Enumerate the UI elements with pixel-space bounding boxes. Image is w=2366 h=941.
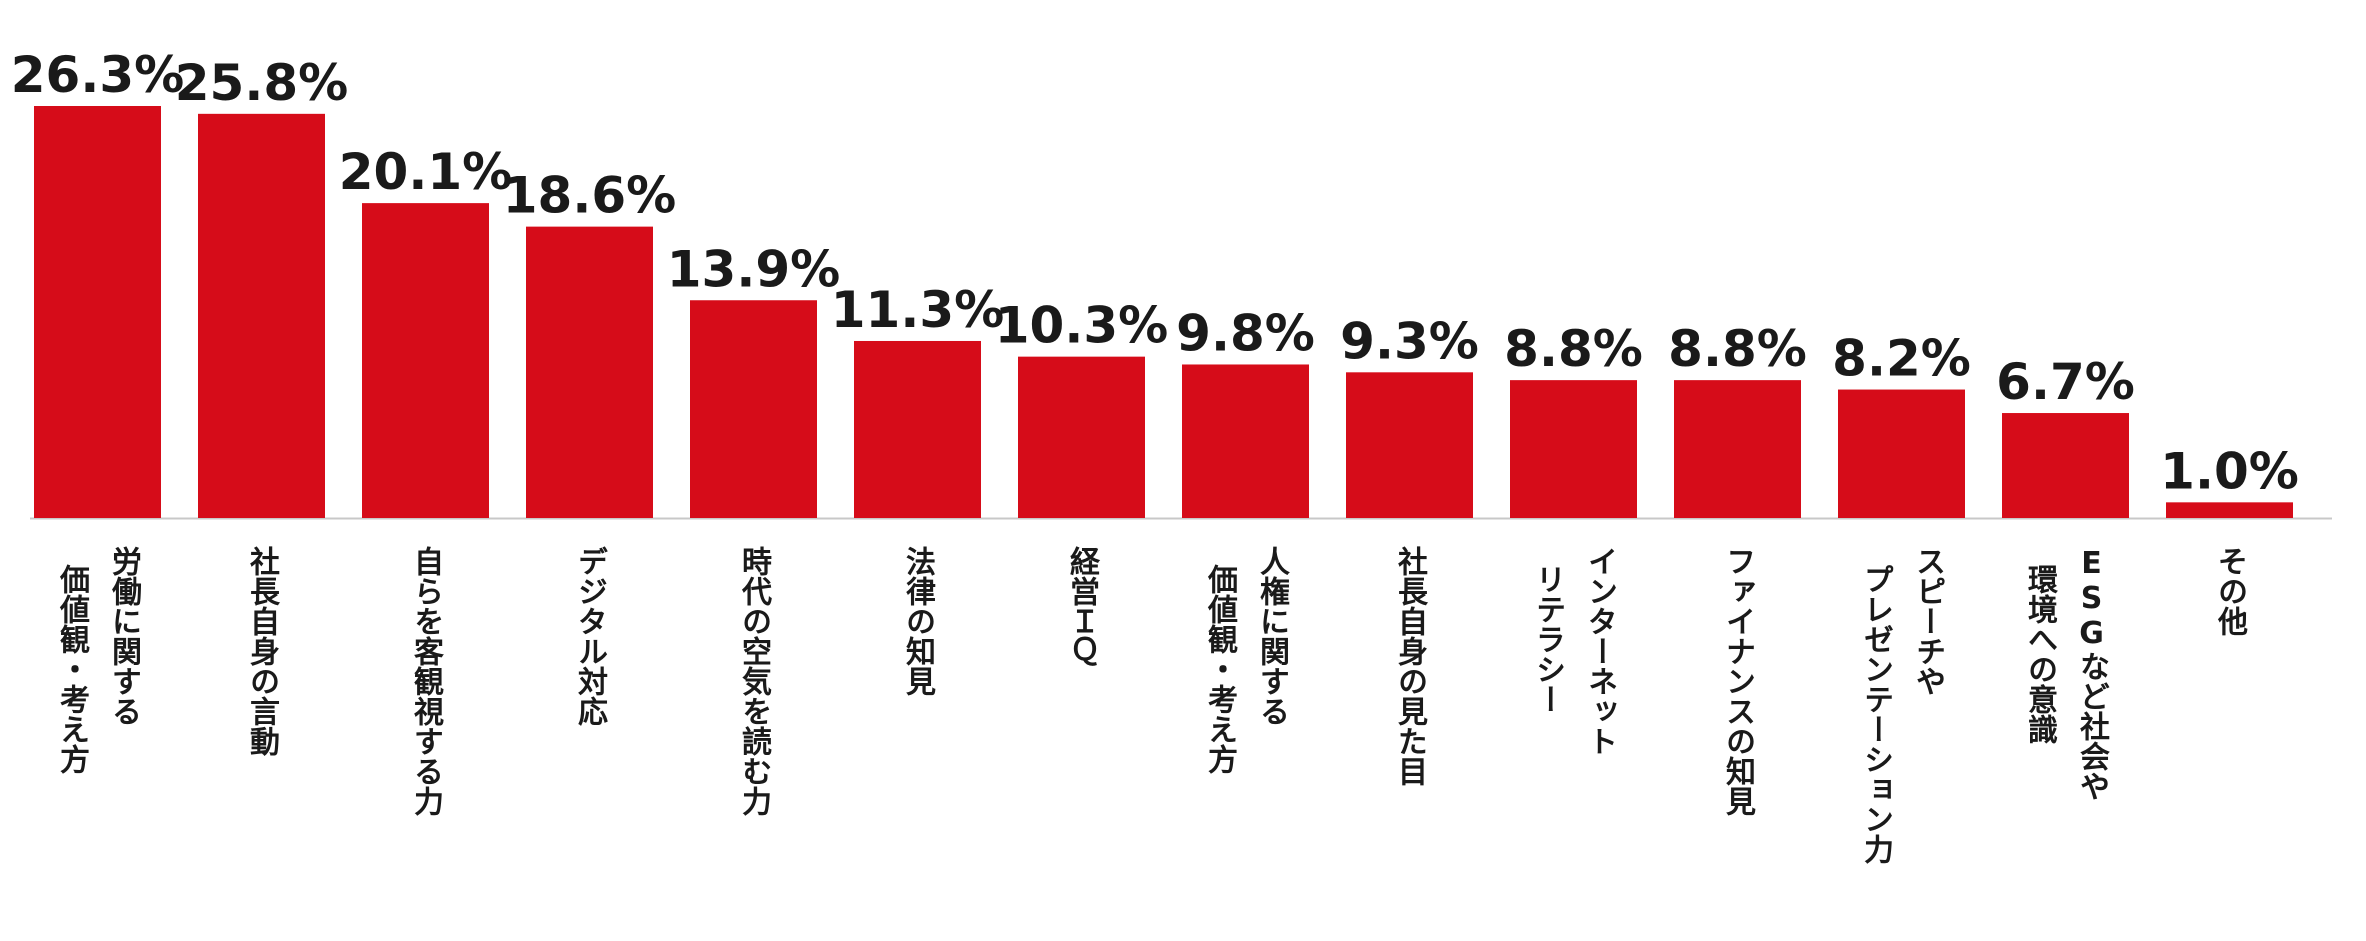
- category-label: インターネット: [1582, 546, 1617, 756]
- category-label: ファイナンスの知見: [1720, 546, 1756, 816]
- value-label: 8.2%: [1832, 330, 1971, 388]
- value-label: 13.9%: [667, 240, 840, 298]
- bar: [690, 300, 817, 518]
- value-label: 25.8%: [175, 54, 348, 112]
- bar: [2166, 502, 2293, 518]
- bar: [1510, 380, 1637, 518]
- value-label: 11.3%: [831, 281, 1004, 339]
- category-label: 人権に関する: [1254, 546, 1290, 726]
- value-label: 9.8%: [1176, 304, 1315, 362]
- category-label: 価値観・考え方: [1202, 564, 1239, 775]
- value-label: 26.3%: [11, 46, 184, 104]
- bar: [362, 203, 489, 518]
- bar: [854, 340, 981, 518]
- category-label: 社長自身の見た目: [1392, 546, 1428, 786]
- category-label: リテラシー: [1530, 564, 1565, 714]
- category-label: 経営ＩＱ: [1064, 545, 1100, 666]
- value-label: 18.6%: [503, 167, 676, 225]
- bar: [1674, 380, 1801, 518]
- value-label: 9.3%: [1340, 312, 1479, 370]
- bar: [1838, 389, 1965, 518]
- category-label: 時代の空気を読む力: [736, 546, 773, 817]
- category-label: ESGなど社会や: [2074, 546, 2110, 801]
- value-label: 1.0%: [2160, 442, 2299, 500]
- bar: [2002, 413, 2129, 518]
- value-label: 6.7%: [1996, 353, 2135, 411]
- bar: [1182, 364, 1309, 518]
- category-label: 価値観・考え方: [54, 564, 91, 775]
- value-label: 20.1%: [339, 143, 512, 201]
- category-label: 環境への意識: [2022, 564, 2058, 744]
- bar: [526, 226, 653, 518]
- category-label: デジタル対応: [572, 546, 608, 727]
- category-label: 労働に関する: [106, 546, 143, 726]
- bar: [34, 106, 161, 518]
- bars-group: [34, 106, 2293, 518]
- value-labels-group: 26.3%25.8% 20.1%18.6% 13.9%11.3%10.3% 9.8% 9…: [11, 46, 2299, 500]
- category-label: 自らを客観視する力: [408, 546, 444, 817]
- bar: [1346, 372, 1473, 518]
- category-label: 社長自身の言動: [244, 546, 280, 757]
- value-label: 8.8%: [1504, 320, 1643, 378]
- category-label: プレゼンテーション力: [1858, 564, 1894, 865]
- value-label: 10.3%: [995, 297, 1168, 355]
- category-label: 法律の知見: [900, 546, 936, 696]
- value-label: 8.8%: [1668, 320, 1807, 378]
- category-label: その他: [2212, 546, 2249, 636]
- bar: [1018, 356, 1145, 518]
- bar: [198, 113, 325, 518]
- category-label: スピーチや: [1910, 546, 1945, 696]
